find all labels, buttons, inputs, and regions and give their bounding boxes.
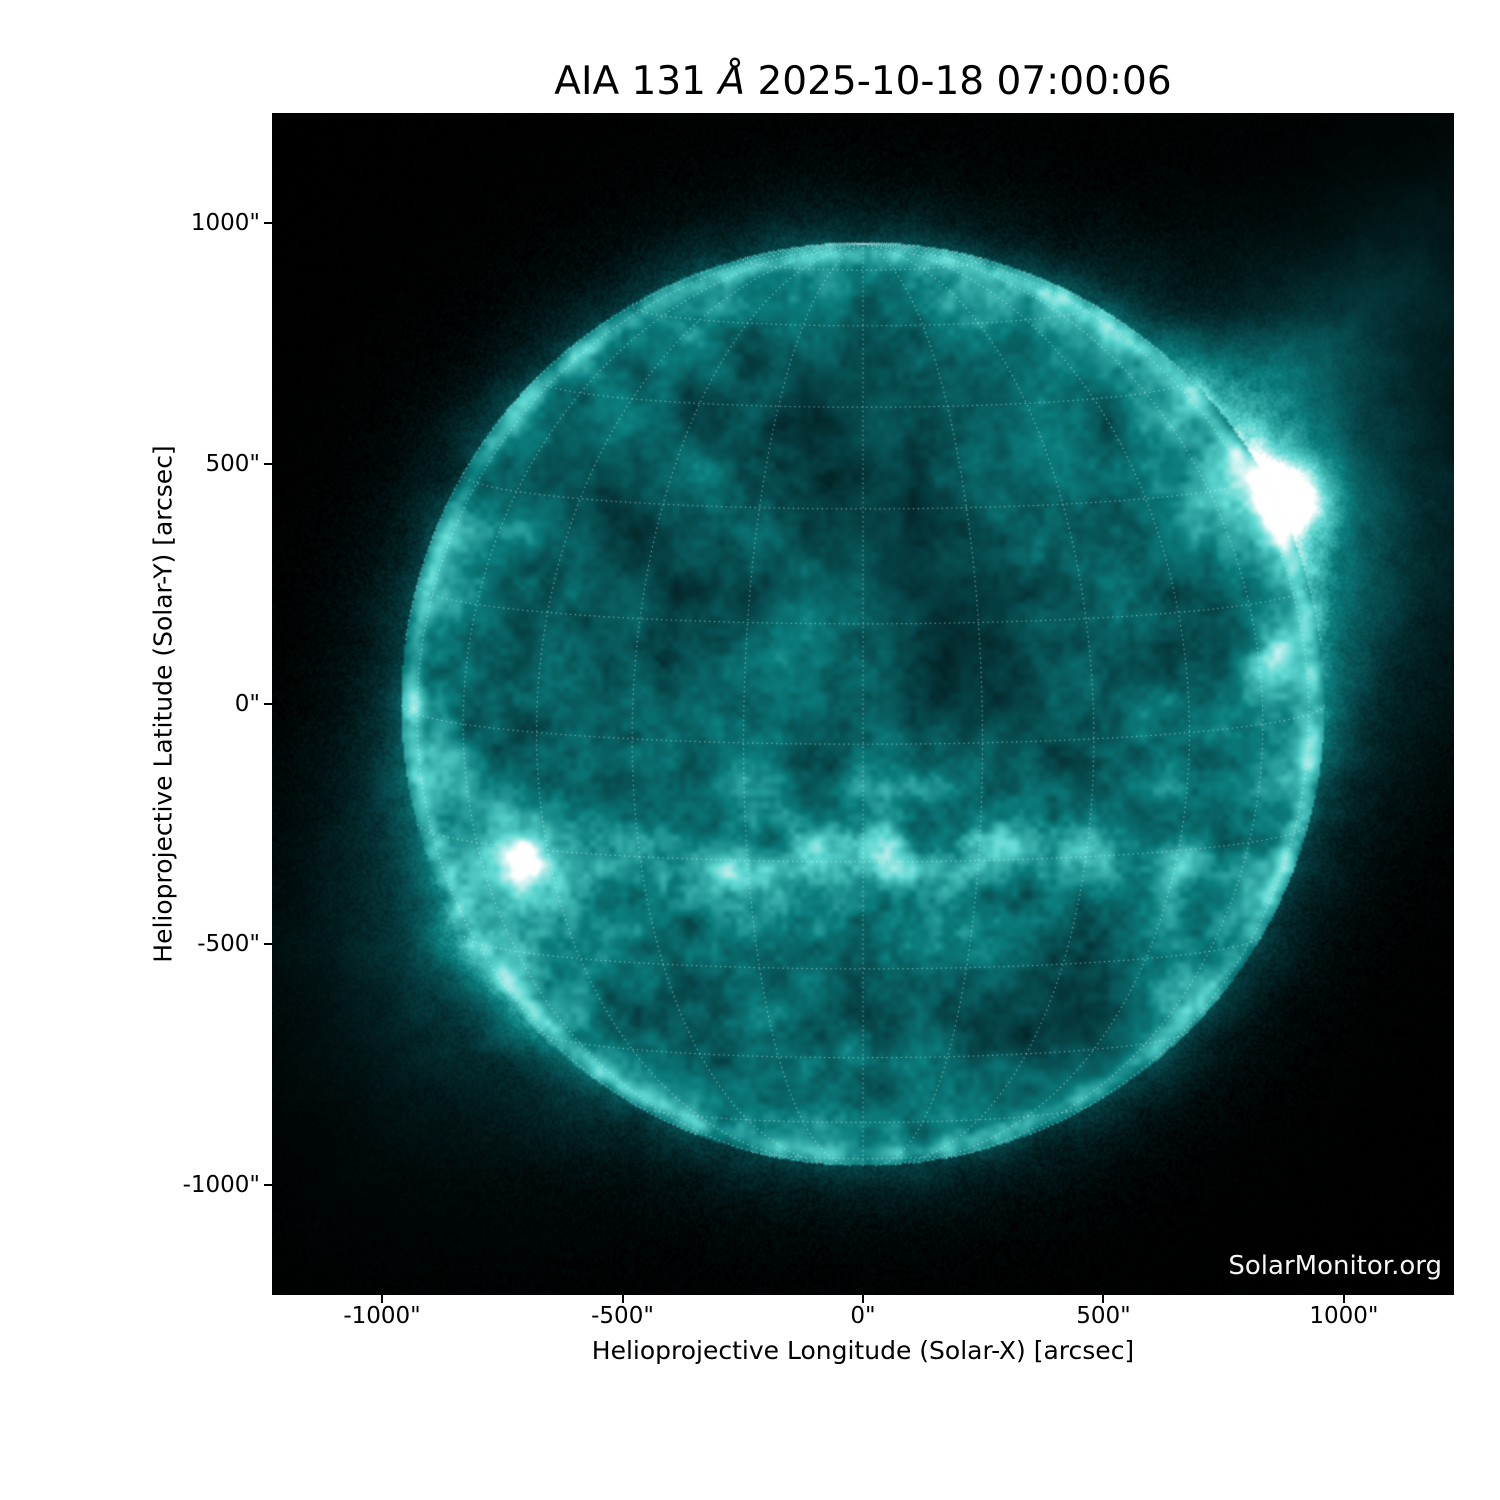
y-tick-mark	[264, 703, 272, 705]
x-tick-mark	[862, 1295, 864, 1303]
x-tick-mark	[381, 1295, 384, 1303]
y-tick-label: -500"	[197, 931, 260, 958]
y-tick-mark	[264, 943, 272, 946]
title-angstrom-symbol: Å	[718, 59, 746, 104]
x-tick-label: -500"	[591, 1303, 654, 1329]
y-tick-mark	[264, 222, 272, 225]
x-tick-label: 0"	[850, 1303, 876, 1329]
y-tick-mark	[264, 1183, 272, 1186]
x-tick-mark	[1342, 1295, 1345, 1303]
x-axis-label: Helioprojective Longitude (Solar-X) [arc…	[591, 1336, 1135, 1365]
x-tick-label: 1000"	[1309, 1303, 1379, 1329]
y-axis-label: Helioprojective Latitude (Solar-Y) [arcs…	[148, 445, 178, 963]
y-tick-mark	[264, 462, 272, 465]
figure-title: AIA 131 Å 2025-10-18 07:00:06	[272, 59, 1454, 105]
solar-image-canvas	[272, 113, 1454, 1295]
y-tick-label: 1000"	[190, 210, 260, 237]
y-tick-label: 0"	[234, 691, 260, 717]
title-suffix: 2025-10-18 07:00:06	[745, 59, 1172, 104]
y-tick-label: 500"	[205, 450, 260, 477]
y-tick-label: -1000"	[182, 1171, 260, 1198]
plot-area: SolarMonitor.org	[272, 113, 1454, 1295]
watermark: SolarMonitor.org	[1228, 1251, 1442, 1281]
x-tick-mark	[1102, 1295, 1105, 1303]
title-prefix: AIA 131	[554, 59, 719, 104]
x-tick-mark	[621, 1295, 624, 1303]
x-tick-label: 500"	[1076, 1303, 1131, 1329]
x-tick-label: -1000"	[343, 1303, 421, 1329]
